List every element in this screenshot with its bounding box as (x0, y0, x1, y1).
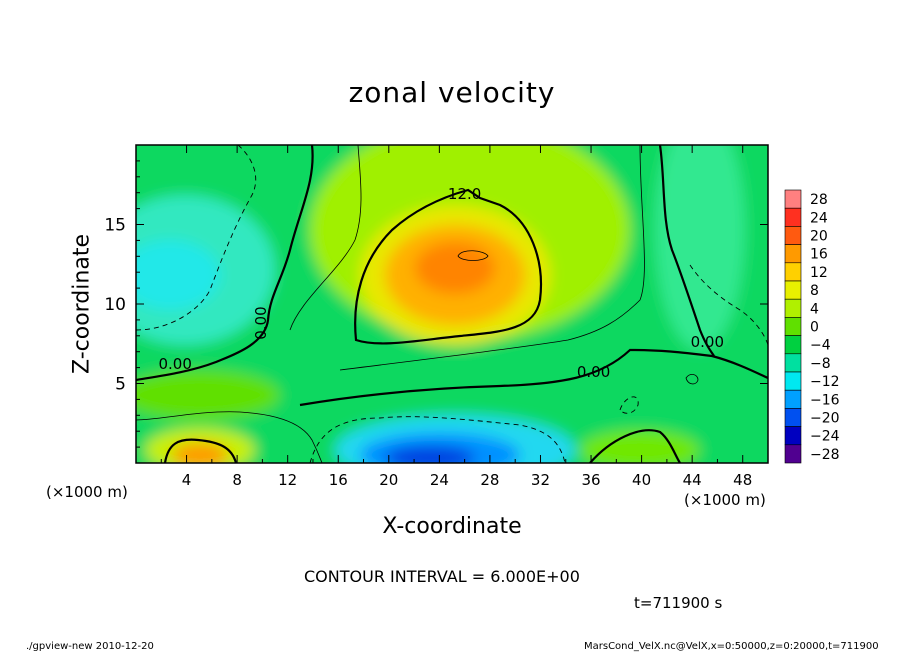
colorbar-label-5: 8 (810, 283, 819, 299)
footer-right: MarsCond_VelX.nc@VelX,x=0:50000,z=0:2000… (584, 641, 879, 652)
colorbar-swatch-6 (784, 298, 802, 318)
contour-label-0: 12.0 (448, 185, 481, 203)
colorbar-label-11: −16 (810, 392, 840, 408)
time-label: t=711900 s (634, 594, 723, 612)
contour-line-13 (457, 250, 489, 261)
plot-area (136, 145, 768, 463)
x-tick-label-40: 40 (632, 471, 651, 489)
contour-interval: CONTOUR INTERVAL = 6.000E+00 (304, 567, 580, 586)
contour-labels: 12.0 0.00 0.00 0.00 0.00 (158, 185, 724, 381)
colorbar-swatch-9 (784, 353, 802, 373)
colorbar-label-8: −4 (810, 338, 831, 354)
contour-line-0 (354, 188, 542, 345)
contour-line-8 (619, 396, 639, 414)
x-tick-label-24: 24 (430, 471, 449, 489)
colorbar-label-2: 20 (810, 229, 828, 245)
colorbar: 28 24 20 16 12 8 4 0 −4 −8 −12 −16 −20 −24 −28 (784, 189, 840, 464)
footer-left: ./gpview-new 2010-12-20 (26, 641, 154, 652)
contour-line-3 (658, 145, 715, 357)
x-tick-label-48: 48 (733, 471, 752, 489)
contour-lines (136, 145, 768, 463)
colorbar-swatch-8 (784, 335, 802, 355)
field-patch-12 (172, 443, 228, 463)
colorbar-swatch-0 (784, 189, 802, 209)
x-tick-label-4: 4 (182, 471, 192, 489)
x-axis-label: X-coordinate (382, 514, 522, 539)
colorbar-label-10: −12 (810, 374, 840, 390)
colorbar-swatch-14 (784, 444, 802, 464)
y-tick-label-15: 15 (104, 216, 126, 236)
field-patch-2 (136, 240, 220, 310)
colorbar-swatch-11 (784, 389, 802, 409)
contour-line-5 (589, 429, 681, 463)
x-unit-right: (×1000 m) (684, 491, 766, 509)
y-tick-label-10: 10 (104, 295, 126, 315)
x-tick-label-16: 16 (329, 471, 348, 489)
contour-label-2: 0.00 (158, 355, 191, 373)
contour-line-11 (289, 145, 362, 331)
colorbar-label-9: −8 (810, 356, 831, 372)
colorbar-label-3: 16 (810, 247, 828, 263)
contour-line-1 (136, 145, 314, 382)
x-tick-label-28: 28 (480, 471, 499, 489)
contour-line-4 (163, 438, 238, 463)
contour-line-7 (136, 145, 257, 331)
contour-line-9 (689, 264, 768, 346)
colorbar-swatch-7 (784, 317, 802, 336)
contour-label-4: 0.00 (691, 333, 724, 351)
colorbar-label-6: 4 (810, 301, 819, 317)
contour-line-2 (299, 348, 768, 407)
colorbar-label-1: 24 (810, 210, 828, 226)
x-tick-label-20: 20 (379, 471, 398, 489)
colorbar-swatch-1 (784, 207, 802, 227)
field-patch-6 (415, 242, 495, 294)
colorbar-label-13: −24 (810, 429, 840, 445)
colorbar-swatch-2 (784, 226, 802, 245)
colorbar-swatch-4 (784, 262, 802, 282)
contour-label-3: 0.00 (577, 363, 610, 381)
colorbar-label-12: −20 (810, 411, 840, 427)
heatmap-field (136, 145, 768, 463)
y-tick-label-5: 5 (115, 375, 126, 395)
x-tick-label-8: 8 (232, 471, 242, 489)
y-axis-label: Z-coordinate (69, 234, 95, 374)
colorbar-label-0: 28 (810, 192, 828, 208)
x-tick-label-36: 36 (581, 471, 600, 489)
x-tick-label-12: 12 (278, 471, 297, 489)
colorbar-label-14: −28 (810, 447, 840, 463)
colorbar-swatch-12 (784, 408, 802, 427)
field-patch-10 (385, 446, 475, 463)
x-tick-label-44: 44 (683, 471, 702, 489)
field-patch-7 (655, 145, 745, 350)
contour-label-1: 0.00 (252, 306, 270, 339)
colorbar-swatch-3 (784, 244, 802, 264)
contour-line-12 (136, 411, 323, 463)
colorbar-swatch-10 (784, 371, 802, 391)
field-patch-14 (136, 370, 280, 420)
x-ticks: 4 8 12 16 20 24 28 32 36 40 44 48 (135, 145, 769, 489)
contour-line-10 (339, 145, 645, 371)
x-tick-label-32: 32 (531, 471, 550, 489)
colorbar-swatch-5 (784, 280, 802, 300)
y-ticks: 5 10 15 (104, 160, 768, 448)
x-unit-left: (×1000 m) (46, 483, 128, 501)
colorbar-label-7: 0 (810, 320, 819, 336)
contour-line-14 (685, 374, 699, 385)
colorbar-swatch-13 (784, 426, 802, 446)
colorbar-label-4: 12 (810, 265, 828, 281)
chart-title: zonal velocity (348, 76, 556, 109)
field-patch-13 (580, 430, 700, 463)
